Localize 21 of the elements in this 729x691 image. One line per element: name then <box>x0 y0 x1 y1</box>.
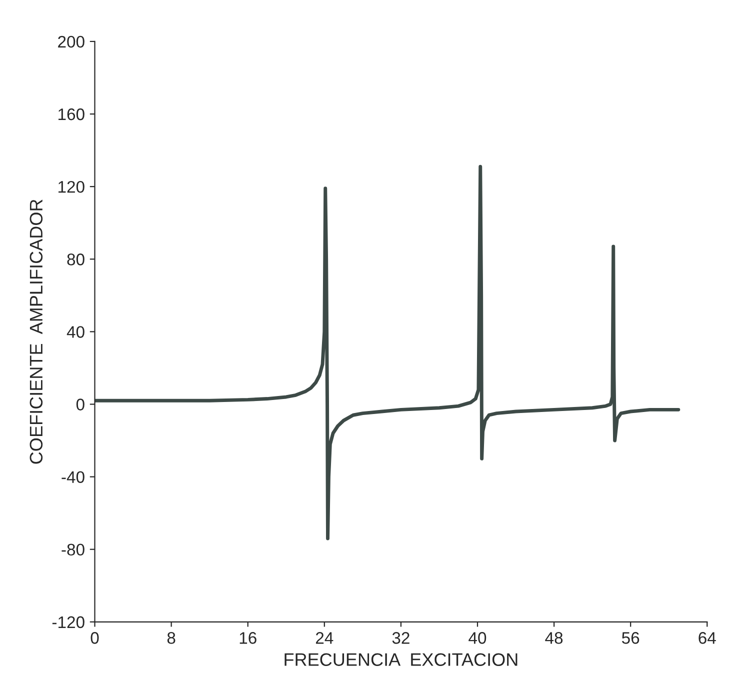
y-tick-label: 120 <box>58 180 84 193</box>
y-axis-title: COEFICIENTE AMPLIFICADOR <box>30 200 43 464</box>
x-tick-label: 64 <box>698 632 716 644</box>
y-tick-label: -40 <box>62 471 84 483</box>
x-tick-label: 16 <box>240 632 256 644</box>
x-tick-label: 32 <box>392 632 410 644</box>
y-tick-label: 80 <box>67 254 84 266</box>
y-tick-label: 200 <box>58 36 84 48</box>
y-tick-label: 0 <box>76 398 84 410</box>
x-tick-label: 48 <box>545 632 563 644</box>
x-tick-label: 0 <box>90 632 99 644</box>
x-tick-label: 56 <box>622 632 640 644</box>
y-tick-label: -120 <box>52 616 84 628</box>
y-tick-label: -80 <box>62 544 84 556</box>
x-tick-label: 40 <box>468 632 486 644</box>
x-axis-title: FRECUENCIA EXCITACION <box>284 653 518 666</box>
x-tick-label: 24 <box>316 632 334 644</box>
y-tick-label: 160 <box>58 108 84 120</box>
x-tick-label: 8 <box>167 632 176 644</box>
line-series <box>94 164 680 540</box>
y-tick-label: 40 <box>66 326 84 338</box>
